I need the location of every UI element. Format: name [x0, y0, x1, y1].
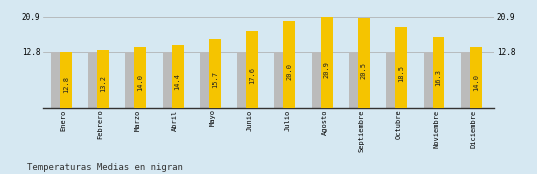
Bar	[134, 47, 146, 108]
Text: 16.3: 16.3	[436, 69, 441, 86]
Bar	[424, 52, 436, 108]
Bar	[246, 31, 258, 108]
Bar	[358, 18, 370, 108]
Text: 13.2: 13.2	[100, 75, 106, 92]
Bar	[163, 52, 175, 108]
Text: 14.0: 14.0	[473, 74, 479, 91]
Bar	[200, 52, 212, 108]
Text: 18.5: 18.5	[398, 65, 404, 82]
Bar	[470, 47, 482, 108]
Bar	[237, 52, 249, 108]
Bar	[125, 52, 137, 108]
Bar	[172, 45, 184, 108]
Text: 17.6: 17.6	[249, 67, 255, 84]
Bar	[51, 52, 63, 108]
Bar	[312, 52, 324, 108]
Bar	[274, 52, 286, 108]
Bar	[349, 52, 361, 108]
Bar	[88, 52, 100, 108]
Bar	[432, 37, 445, 108]
Text: 14.4: 14.4	[175, 73, 180, 90]
Bar	[395, 27, 407, 108]
Text: Temperaturas Medias en nigran: Temperaturas Medias en nigran	[27, 163, 183, 172]
Text: 20.9: 20.9	[324, 61, 330, 78]
Bar	[386, 52, 398, 108]
Text: 14.0: 14.0	[137, 74, 143, 91]
Bar	[97, 50, 109, 108]
Bar	[60, 52, 71, 108]
Text: 20.0: 20.0	[286, 63, 292, 80]
Text: 20.5: 20.5	[361, 62, 367, 79]
Bar	[284, 21, 295, 108]
Text: 15.7: 15.7	[212, 71, 218, 88]
Bar	[461, 52, 473, 108]
Text: 12.8: 12.8	[63, 76, 69, 93]
Bar	[209, 39, 221, 108]
Bar	[321, 17, 332, 108]
